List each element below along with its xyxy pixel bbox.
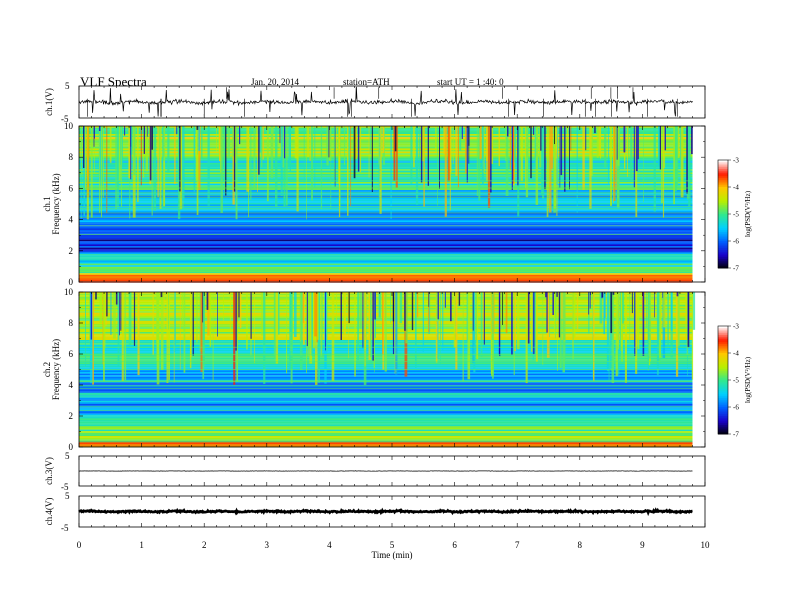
ch4-waveform-ytick-bottom: -5 bbox=[61, 523, 69, 533]
ch1-spectrogram-colorbar-tick: -7 bbox=[733, 265, 739, 273]
ch4-waveform-ylabel: ch.4(V) bbox=[44, 498, 54, 526]
xtick-label: 7 bbox=[515, 540, 520, 550]
ch1-spectrogram-sferics bbox=[79, 126, 693, 282]
ch1-spectrogram-rows bbox=[79, 126, 693, 283]
ch1-spectrogram-ytick: 8 bbox=[69, 152, 74, 162]
ch3-waveform-ytick-top: 5 bbox=[65, 451, 70, 461]
ch2-spectrogram-colorbar-tick: -7 bbox=[733, 431, 739, 439]
ch2-spectrogram-ylabel-1: Frequency (kHz) bbox=[51, 339, 61, 400]
ch2-spectrogram-ytick: 10 bbox=[64, 287, 74, 297]
ch1-waveform-ytick-top: 5 bbox=[65, 81, 70, 91]
xtick-label: 1 bbox=[139, 540, 144, 550]
ch2-spectrogram-colorbar-label: log(PSD(V²/Hz) bbox=[744, 356, 752, 403]
ch4-waveform-panel: 5 -5 ch.4(V) bbox=[44, 491, 706, 533]
ch1-spectrogram-colorbar-tick: -4 bbox=[733, 184, 739, 192]
ch2-spectrogram-colorbar-tick: -6 bbox=[733, 404, 739, 412]
figure-title: VLF Spectra bbox=[80, 74, 147, 89]
ch1-spectrogram-colorbar-tick: -6 bbox=[733, 238, 739, 246]
ch3-waveform-ylabel: ch.3(V) bbox=[44, 457, 54, 485]
ch2-spectrogram-ytick: 0 bbox=[69, 442, 74, 452]
xtick-label: 8 bbox=[578, 540, 583, 550]
x-axis-label: Time (min) bbox=[372, 550, 413, 560]
ch1-spectrogram-colorbar-tick: -5 bbox=[733, 211, 739, 219]
station-label: station=ATH bbox=[343, 77, 390, 87]
ch1-spectrogram-colorbar-tick: -3 bbox=[733, 157, 739, 165]
ch2-spectrogram-ytick: 4 bbox=[69, 380, 74, 390]
xtick-label: 4 bbox=[327, 540, 332, 550]
xtick-label: 0 bbox=[77, 540, 82, 550]
ch1-waveform-trace bbox=[78, 86, 693, 117]
ch2-spectrogram-colorbar-tick: -5 bbox=[733, 377, 739, 385]
ch4-waveform-ytick-top: 5 bbox=[65, 491, 70, 501]
ch1-spectrogram-ytick: 6 bbox=[69, 183, 74, 193]
xtick-label: 6 bbox=[452, 540, 457, 550]
ch1-spectrogram-ytick: 10 bbox=[64, 121, 74, 131]
ch3-waveform-trace bbox=[78, 470, 693, 472]
ch2-spectrogram-ytick: 2 bbox=[69, 411, 74, 421]
ch2-spectrogram-ytick: 6 bbox=[69, 349, 74, 359]
xtick-label: 9 bbox=[640, 540, 645, 550]
ch1-waveform-panel: 5 -5 ch.1(V) bbox=[44, 81, 706, 124]
ch1-waveform-ylabel: ch.1(V) bbox=[44, 88, 54, 116]
ch1-waveform-ytick-bottom: -5 bbox=[61, 114, 69, 124]
xtick-label: 3 bbox=[265, 540, 270, 550]
ch1-spectrogram-ylabel-1: Frequency (kHz) bbox=[51, 173, 61, 234]
ch2-spectrogram-colorbar-tick: -4 bbox=[733, 350, 739, 358]
xtick-label: 2 bbox=[202, 540, 207, 550]
ch1-spectrogram-ytick: 0 bbox=[69, 277, 74, 287]
ch1-spectrogram-ytick: 2 bbox=[69, 246, 74, 256]
ch2-spectrogram-colorbar: -3 -4 -5 -6 -7 log(PSD(V²/Hz) bbox=[717, 323, 752, 439]
ch4-waveform-trace bbox=[78, 507, 693, 517]
xtick-label: 10 bbox=[701, 540, 711, 550]
ch1-spectrogram-ylabel-0: ch.1 bbox=[42, 196, 52, 211]
ch1-spectrogram-panel: 0 2 4 6 8 10 ch.1 Frequency (kHz) -3 -4 -5 -6 -7 log(… bbox=[42, 121, 752, 287]
ch1-spectrogram-colorbar-label: log(PSD(V²/Hz) bbox=[744, 190, 752, 237]
ch3-waveform-ytick-bottom: -5 bbox=[61, 482, 69, 492]
ch1-spectrogram-ytick: 4 bbox=[69, 215, 74, 225]
ch2-spectrogram-sferics bbox=[79, 292, 696, 447]
ch2-spectrogram-colorbar-tick: -3 bbox=[733, 323, 739, 331]
xtick-label: 5 bbox=[390, 540, 395, 550]
start-time-label: start UT = 1 :40: 0 bbox=[437, 77, 504, 87]
date-label: Jan. 20, 2014 bbox=[251, 77, 299, 87]
ch2-spectrogram-panel: 0 2 4 6 8 10 ch.2 Frequency (kHz) -3 -4 -5 -6 -7 log(… bbox=[42, 287, 752, 452]
ch1-spectrogram-colorbar: -3 -4 -5 -6 -7 log(PSD(V²/Hz) bbox=[717, 157, 752, 273]
ch3-waveform-panel: 5 -5 ch.3(V) bbox=[44, 451, 706, 492]
ch2-spectrogram-ytick: 8 bbox=[69, 318, 74, 328]
ch2-spectrogram-ylabel-0: ch.2 bbox=[42, 362, 52, 377]
